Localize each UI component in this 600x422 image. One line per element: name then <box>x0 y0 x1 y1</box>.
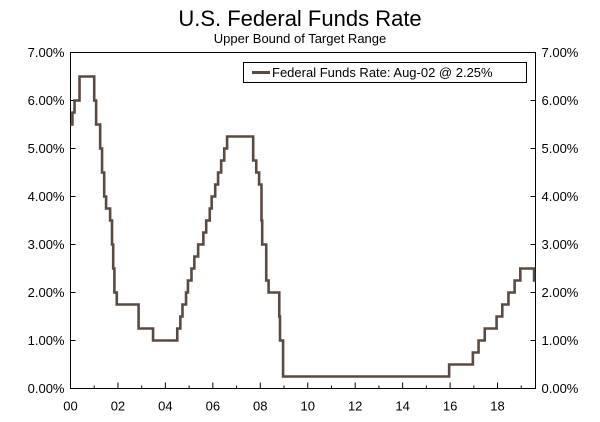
y-tick-label-left: 5.00% <box>28 141 65 156</box>
y-tick-label-right: 6.00% <box>542 93 579 108</box>
y-tick-label-left: 0.00% <box>28 381 65 396</box>
y-tick-label-left: 1.00% <box>28 333 65 348</box>
x-tick-label: 10 <box>301 399 315 414</box>
x-tick-label: 18 <box>490 399 504 414</box>
y-tick-label-left: 7.00% <box>28 45 65 60</box>
legend-label: Federal Funds Rate: Aug-02 @ 2.25% <box>272 65 493 80</box>
y-tick-label-right: 4.00% <box>542 189 579 204</box>
x-tick-label: 08 <box>253 399 267 414</box>
x-tick-label: 04 <box>158 399 172 414</box>
series-layer <box>70 75 536 378</box>
legend: Federal Funds Rate: Aug-02 @ 2.25% <box>243 62 527 83</box>
legend-box <box>243 62 527 83</box>
x-tick-label: 16 <box>443 399 457 414</box>
y-tick-label-right: 3.00% <box>542 237 579 252</box>
y-tick-label-left: 3.00% <box>28 237 65 252</box>
x-tick-label: 14 <box>395 399 409 414</box>
chart-subtitle: Upper Bound of Target Range <box>213 31 387 46</box>
y-tick-label-right: 0.00% <box>542 381 579 396</box>
chart-title: U.S. Federal Funds Rate <box>178 6 422 31</box>
axis-ticks: 0.00% 0.00% 1.00% 1.00% 2.00% 2.00% 3.00% 3.00%… <box>28 45 579 414</box>
y-tick-label-right: 1.00% <box>542 333 579 348</box>
x-tick-label: 12 <box>348 399 362 414</box>
y-tick-label-right: 2.00% <box>542 285 579 300</box>
y-tick-label-left: 6.00% <box>28 93 65 108</box>
plot-frame <box>70 52 536 389</box>
x-tick-label: 06 <box>206 399 220 414</box>
y-tick-label-right: 5.00% <box>542 141 579 156</box>
y-tick-label-left: 2.00% <box>28 285 65 300</box>
x-tick-label: 02 <box>111 399 125 414</box>
y-tick-label-left: 4.00% <box>28 189 65 204</box>
x-tick-label: 00 <box>63 399 77 414</box>
series-line-federal-funds-rate <box>70 75 536 378</box>
y-tick-label-right: 7.00% <box>542 45 579 60</box>
